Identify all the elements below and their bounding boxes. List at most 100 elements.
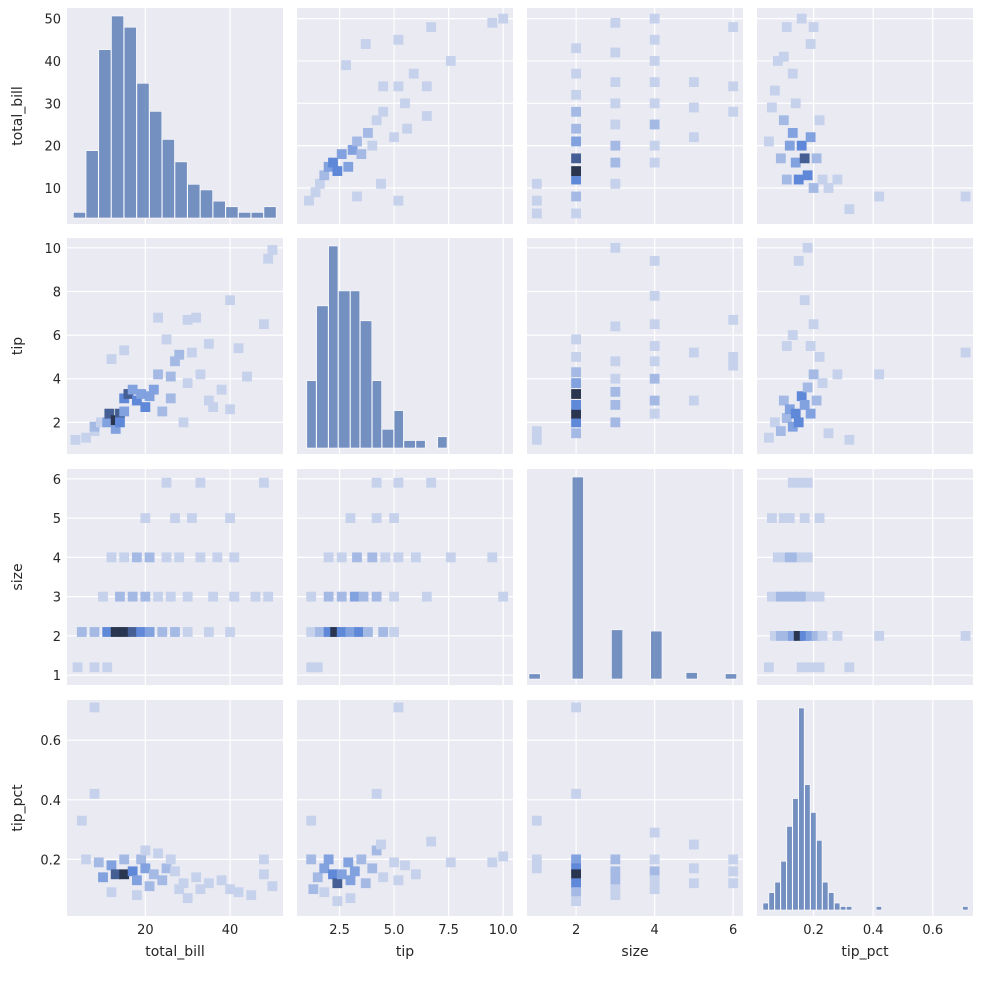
- heatmap-cell: [814, 513, 825, 523]
- heatmap-cell: [144, 881, 155, 892]
- heatmap-cell: [784, 513, 795, 523]
- heatmap-cell: [426, 477, 437, 488]
- heatmap-cell: [157, 875, 168, 886]
- heatmap-cell: [148, 869, 159, 880]
- heatmap-cell: [793, 256, 804, 266]
- heatmap-cell: [110, 869, 121, 880]
- y-axis-label: total_bill: [10, 86, 26, 146]
- heatmap-cell: [772, 552, 783, 563]
- heatmap-cell: [402, 123, 413, 134]
- heatmap-cell: [817, 631, 828, 641]
- heatmap-cell: [728, 352, 739, 362]
- panel-tip-vs-tip: [297, 238, 513, 454]
- heatmap-cell: [728, 360, 739, 371]
- heatmap-cell: [127, 591, 138, 602]
- y-tick-label: 0.4: [40, 794, 61, 809]
- heatmap-cell: [610, 140, 621, 151]
- heatmap-cell: [811, 153, 822, 164]
- heatmap-cell: [498, 13, 509, 24]
- heatmap-cell: [823, 428, 834, 439]
- heatmap-cell: [356, 149, 367, 160]
- heatmap-cell: [233, 343, 244, 354]
- heatmap-cell: [808, 369, 819, 380]
- heatmap-cell: [119, 406, 130, 417]
- heatmap-cell: [119, 854, 130, 865]
- heatmap-cell: [389, 627, 399, 637]
- heatmap-cell: [360, 878, 371, 889]
- heatmap-cell: [784, 140, 795, 151]
- heatmap-cell: [345, 893, 356, 904]
- heatmap-cell: [832, 174, 843, 185]
- heatmap-cell: [571, 174, 581, 185]
- heatmap-cell: [772, 56, 783, 66]
- heatmap-cell: [764, 662, 774, 673]
- heatmap-cell: [808, 183, 819, 193]
- heatmap-cell: [336, 627, 347, 637]
- heatmap-cell: [571, 854, 581, 865]
- heatmap-cell: [787, 631, 798, 641]
- heatmap-cell: [315, 178, 325, 189]
- heatmap-cell: [389, 132, 399, 143]
- heatmap-cell: [649, 34, 660, 45]
- heatmap-cell: [649, 884, 660, 895]
- heatmap-cell: [195, 477, 206, 488]
- heatmap-cell: [832, 369, 843, 380]
- heatmap-cell: [649, 13, 660, 24]
- heatmap-cell: [531, 863, 542, 874]
- y-tick-label: 10: [44, 242, 61, 257]
- heatmap-cell: [531, 208, 542, 219]
- histogram-bar: [685, 672, 698, 680]
- x-tick-label: 2: [572, 923, 580, 938]
- histogram-bar: [149, 111, 163, 219]
- heatmap-cell: [649, 408, 660, 419]
- heatmap-cell: [81, 432, 91, 443]
- x-tick-label: 10.0: [489, 923, 518, 938]
- heatmap-cell: [323, 854, 334, 865]
- heatmap-cell: [157, 406, 168, 417]
- heatmap-cell: [689, 863, 699, 874]
- histogram-bar: [437, 436, 448, 449]
- heatmap-cell: [144, 391, 155, 402]
- heatmap-cell: [98, 872, 108, 883]
- histogram-bar: [85, 150, 99, 219]
- heatmap-cell: [360, 39, 371, 49]
- heatmap-cell: [312, 872, 323, 883]
- heatmap-cell: [487, 17, 498, 28]
- heatmap-cell: [796, 13, 807, 24]
- heatmap-cell: [781, 341, 792, 351]
- histogram-bar: [611, 629, 624, 680]
- histogram-bar: [840, 906, 847, 911]
- histogram-bar: [762, 902, 769, 911]
- histogram-bar: [250, 212, 264, 219]
- heatmap-cell: [649, 373, 660, 384]
- heatmap-cell: [689, 77, 699, 88]
- heatmap-cell: [649, 356, 660, 367]
- heatmap-cell: [649, 56, 660, 66]
- heatmap-cell: [775, 591, 786, 602]
- heatmap-cell: [487, 552, 498, 563]
- heatmap-cell: [332, 878, 343, 889]
- heatmap-cell: [960, 347, 971, 358]
- heatmap-cell: [259, 319, 269, 330]
- heatmap-cell: [389, 513, 399, 523]
- heatmap-cell: [352, 136, 362, 147]
- heatmap-cell: [571, 896, 581, 907]
- heatmap-cell: [306, 627, 317, 637]
- heatmap-cell: [140, 513, 151, 523]
- heatmap-cell: [793, 631, 804, 641]
- heatmap-cell: [571, 887, 581, 898]
- heatmap-cell: [571, 869, 581, 880]
- heatmap-cell: [781, 591, 792, 602]
- histogram-bar: [200, 189, 213, 219]
- heatmap-cell: [787, 591, 798, 602]
- heatmap-cell: [306, 591, 317, 602]
- heatmap-cell: [153, 312, 163, 323]
- heatmap-cell: [161, 334, 172, 345]
- heatmap-cell: [766, 591, 777, 602]
- y-tick-label: 4: [53, 551, 61, 566]
- heatmap-cell: [790, 552, 801, 563]
- heatmap-cell: [367, 863, 378, 874]
- heatmap-cell: [408, 68, 419, 79]
- heatmap-cell: [649, 341, 660, 351]
- heatmap-cell: [136, 854, 147, 865]
